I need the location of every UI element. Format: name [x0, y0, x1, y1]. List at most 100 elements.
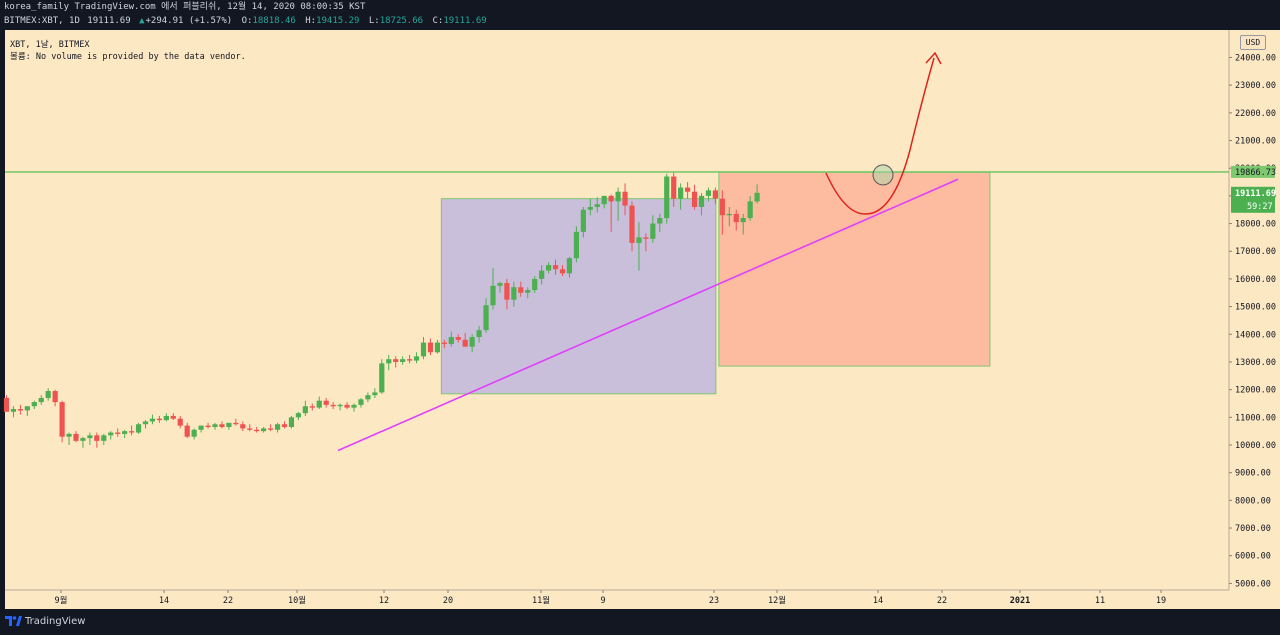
candle-up[interactable]: [747, 201, 753, 219]
candle-down[interactable]: [184, 425, 190, 437]
candle-up[interactable]: [434, 342, 440, 353]
candle-down[interactable]: [691, 191, 698, 207]
candle-up[interactable]: [372, 392, 378, 396]
candle-up[interactable]: [302, 406, 308, 414]
candle-up[interactable]: [594, 204, 600, 207]
candle-up[interactable]: [38, 397, 44, 403]
candle-down[interactable]: [504, 283, 510, 300]
candle-up[interactable]: [108, 432, 114, 436]
candle-up[interactable]: [337, 404, 343, 407]
candle-up[interactable]: [754, 192, 760, 202]
candle-up[interactable]: [546, 265, 552, 271]
candle-down[interactable]: [73, 433, 79, 441]
candle-down[interactable]: [643, 237, 649, 239]
candle-down[interactable]: [115, 432, 121, 434]
candle-down[interactable]: [240, 424, 246, 429]
candle-up[interactable]: [149, 418, 156, 422]
candle-down[interactable]: [3, 397, 10, 412]
candle-down[interactable]: [344, 404, 350, 408]
target-circle[interactable]: [872, 164, 894, 186]
candle-down[interactable]: [330, 404, 336, 407]
candle-down[interactable]: [608, 195, 614, 202]
candle-up[interactable]: [87, 435, 93, 439]
candle-down[interactable]: [629, 205, 635, 243]
symbol-interval[interactable]: BITMEX:XBT, 1D: [4, 16, 80, 26]
candle-up[interactable]: [580, 209, 586, 232]
candle-up[interactable]: [448, 337, 454, 344]
candle-down[interactable]: [393, 359, 399, 362]
candle-down[interactable]: [427, 342, 434, 353]
candle-down[interactable]: [712, 190, 718, 199]
price-axis-pane[interactable]: [1229, 30, 1280, 590]
candle-down[interactable]: [309, 406, 315, 408]
candle-up[interactable]: [24, 406, 30, 411]
candle-up[interactable]: [400, 359, 406, 362]
candle-down[interactable]: [233, 422, 239, 425]
candle-up[interactable]: [601, 195, 607, 205]
candle-down[interactable]: [156, 418, 162, 421]
candle-up[interactable]: [476, 330, 482, 338]
legend-symbol[interactable]: XBT, 1날, BITMEX: [10, 40, 90, 50]
candle-up[interactable]: [573, 231, 579, 259]
candle-up[interactable]: [135, 424, 142, 433]
candle-up[interactable]: [198, 425, 204, 430]
candle-up[interactable]: [740, 218, 746, 223]
candle-down[interactable]: [518, 287, 524, 293]
candle-down[interactable]: [59, 402, 65, 437]
candle-up[interactable]: [358, 399, 364, 405]
candle-up[interactable]: [511, 287, 517, 300]
candle-down[interactable]: [177, 418, 183, 426]
candle-up[interactable]: [650, 223, 656, 239]
candle-down[interactable]: [17, 409, 23, 411]
tradingview-logo[interactable]: TradingView: [5, 615, 85, 629]
candle-up[interactable]: [532, 278, 538, 290]
candle-up[interactable]: [142, 421, 149, 425]
candle-down[interactable]: [219, 424, 225, 428]
candle-up[interactable]: [288, 417, 295, 428]
candle-up[interactable]: [274, 424, 281, 430]
candle-down[interactable]: [733, 213, 739, 223]
candle-down[interactable]: [552, 265, 559, 270]
candle-down[interactable]: [671, 176, 677, 199]
candle-up[interactable]: [122, 431, 128, 434]
candle-up[interactable]: [587, 206, 593, 210]
candle-down[interactable]: [247, 428, 253, 430]
trend-line[interactable]: [337, 178, 959, 452]
candle-up[interactable]: [261, 428, 267, 432]
candle-up[interactable]: [379, 363, 385, 393]
candle-up[interactable]: [295, 413, 301, 418]
candle-down[interactable]: [559, 269, 566, 274]
time-axis-pane[interactable]: [5, 590, 1280, 609]
candle-down[interactable]: [170, 415, 176, 419]
candle-up[interactable]: [698, 195, 705, 207]
candle-up[interactable]: [45, 391, 51, 398]
candle-up[interactable]: [66, 433, 72, 437]
candle-down[interactable]: [268, 428, 274, 430]
candle-up[interactable]: [615, 191, 621, 202]
candle-down[interactable]: [281, 424, 288, 428]
candle-up[interactable]: [226, 422, 232, 428]
candle-down[interactable]: [205, 425, 211, 428]
candle-up[interactable]: [413, 356, 420, 361]
range-box-purple[interactable]: [440, 198, 717, 395]
candle-down[interactable]: [94, 435, 100, 441]
candle-down[interactable]: [323, 400, 329, 405]
candle-down[interactable]: [441, 342, 447, 344]
candle-down[interactable]: [129, 431, 135, 433]
candle-up[interactable]: [31, 402, 37, 407]
candle-up[interactable]: [726, 213, 732, 216]
candle-down[interactable]: [254, 429, 260, 432]
candle-up[interactable]: [525, 289, 531, 293]
candle-up[interactable]: [657, 218, 663, 224]
candle-down[interactable]: [685, 187, 691, 192]
currency-button[interactable]: USD: [1240, 35, 1266, 50]
candle-up[interactable]: [191, 429, 197, 437]
projection-arrow[interactable]: [825, 57, 935, 215]
candle-up[interactable]: [497, 283, 503, 286]
candle-down[interactable]: [52, 391, 58, 403]
candle-up[interactable]: [212, 424, 218, 428]
candle-down[interactable]: [622, 191, 628, 206]
candle-up[interactable]: [705, 190, 712, 196]
candle-up[interactable]: [483, 305, 489, 331]
